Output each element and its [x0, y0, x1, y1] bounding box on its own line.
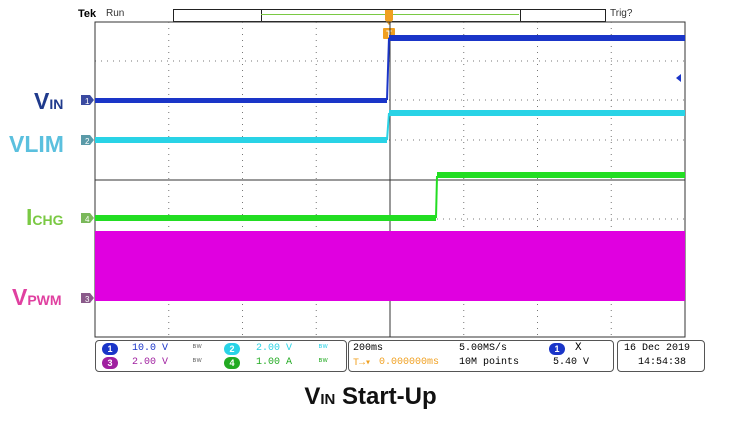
record-length: 10M points: [459, 357, 520, 368]
ch1-marker[interactable]: 1: [81, 95, 94, 106]
datetime-box: 16 Dec 2019 14:54:38: [617, 340, 705, 372]
channel-settings-box[interactable]: 1 10.0 V ᴮᵂ 2 2.00 V ᴮᵂ 3 2.00 V ᴮᵂ 4 1.…: [95, 340, 347, 372]
ch4-marker-label: 4: [85, 215, 90, 224]
ch2-marker-label: 2: [85, 137, 90, 146]
ch4-ichg-trace: [95, 172, 685, 221]
timebase: 200ms: [353, 343, 384, 354]
ch3-marker-label: 3: [85, 295, 90, 304]
trigger-position: 0.000000ms: [379, 357, 440, 368]
ch4-marker[interactable]: 4: [81, 213, 94, 224]
trigger-status: Trig?: [610, 8, 633, 19]
ch2-bw-icon: ᴮᵂ: [318, 344, 328, 353]
ch3-bw-icon: ᴮᵂ: [192, 358, 202, 367]
ch1-scale: 10.0 V: [132, 343, 169, 354]
ch1-vin-trace: [95, 35, 685, 103]
trigger-coupling: X: [575, 342, 582, 354]
trigger-marker-label: T: [386, 29, 392, 39]
ch4-badge: 4: [224, 357, 240, 369]
ch2-badge: 2: [224, 343, 240, 355]
date: 16 Dec 2019: [624, 343, 691, 354]
readout-panel: 1 10.0 V ᴮᵂ 2 2.00 V ᴮᵂ 3 2.00 V ᴮᵂ 4 1.…: [95, 340, 705, 372]
ch3-badge: 3: [102, 357, 118, 369]
trigger-position-marker[interactable]: [385, 10, 393, 25]
ch4-scale: 1.00 A: [256, 357, 293, 368]
trigger-level: 5.40 V: [553, 357, 590, 368]
ch3-marker[interactable]: 3: [81, 293, 94, 304]
run-state: Run: [106, 8, 125, 19]
ch1-bw-icon: ᴮᵂ: [192, 344, 202, 353]
ch1-badge: 1: [102, 343, 118, 355]
ch1-marker-label: 1: [85, 97, 90, 106]
sample-rate: 5.00MS/s: [459, 343, 508, 354]
ch1-level-arrow: [676, 74, 681, 82]
timebase-box[interactable]: 200ms 5.00MS/s T→▾ 0.000000ms 10M points…: [348, 340, 614, 372]
brand-logo: Tek: [78, 8, 97, 20]
ch3-vpwm-trace: [95, 231, 685, 301]
ch4-bw-icon: ᴮᵂ: [318, 358, 328, 367]
ch3-scale: 2.00 V: [132, 357, 169, 368]
ch2-vlim-trace: [95, 110, 685, 143]
ch2-marker[interactable]: 2: [81, 135, 94, 146]
trigger-source-badge: 1: [549, 343, 565, 355]
vlim-label: VLIM: [9, 131, 64, 157]
trigger-position-icon: T→▾: [353, 358, 372, 369]
ichg-label: ICHG: [26, 204, 64, 230]
time: 14:54:38: [638, 357, 687, 368]
vpwm-label: VPWM: [12, 284, 62, 310]
figure-caption: VIN Start-Up: [304, 383, 437, 410]
ch2-scale: 2.00 V: [256, 343, 293, 354]
vin-label: VIN: [34, 88, 64, 114]
